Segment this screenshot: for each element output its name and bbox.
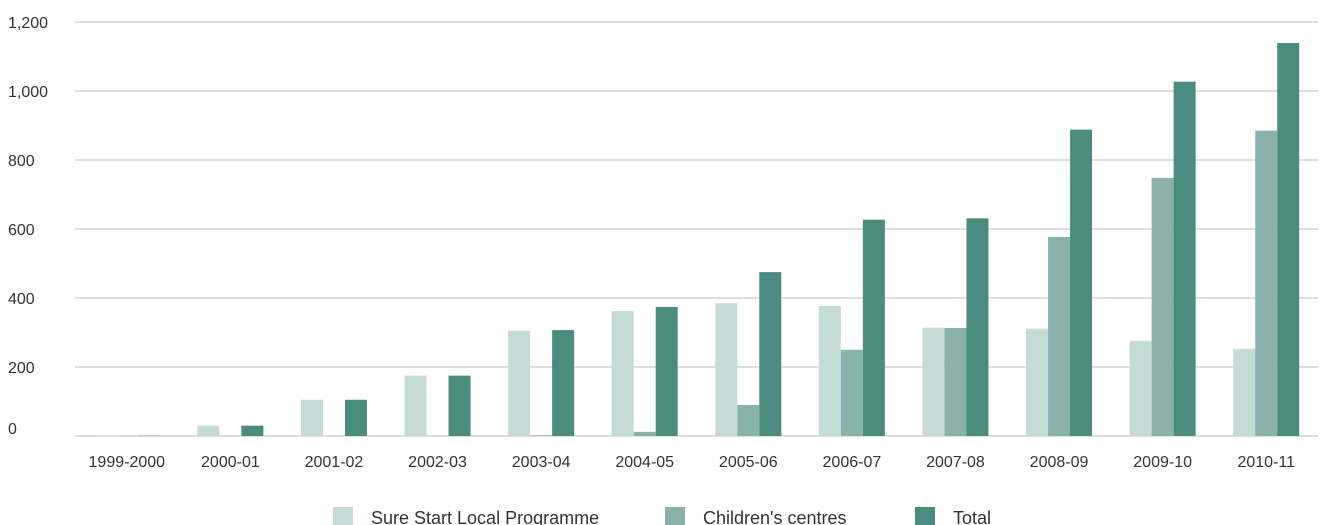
- x-tick-label: 2002-03: [408, 454, 467, 471]
- bar-total-2002-03: [448, 375, 471, 436]
- bar-children-s-centres-2003-04: [530, 435, 553, 436]
- x-axis-tick-labels: 1999-2000 2000-01 2001-02 2002-03 2003-04 200…: [89, 454, 1296, 471]
- y-tick-label: 0: [8, 421, 17, 438]
- bar-total-2000-01: [241, 425, 264, 436]
- bar-children-s-centres-2008-09: [1048, 236, 1071, 436]
- bar-total-2003-04: [552, 330, 575, 436]
- x-tick-label: 2003-04: [512, 454, 571, 471]
- bar-sure-start-local-programme-2008-09: [1026, 328, 1049, 436]
- bar-children-s-centres-2004-05: [633, 431, 656, 436]
- gridlines: [75, 21, 1318, 437]
- y-tick-label: 200: [8, 360, 35, 377]
- bar-children-s-centres-2005-06: [737, 404, 760, 436]
- x-tick-label: 2007-08: [926, 454, 985, 471]
- bar-total-2005-06: [759, 272, 782, 436]
- x-tick-label: 2009-10: [1133, 454, 1192, 471]
- bar-sure-start-local-programme-2005-06: [715, 303, 738, 436]
- bar-sure-start-local-programme-2009-10: [1129, 340, 1152, 436]
- bar-total-2006-07: [862, 219, 885, 436]
- legend-swatch: [333, 507, 353, 525]
- bar-sure-start-local-programme-2003-04: [508, 330, 531, 436]
- legend-label: Total: [953, 508, 991, 525]
- legend: Sure Start Local Programme Children's cen…: [333, 507, 991, 525]
- y-tick-label: 800: [8, 153, 35, 170]
- legend-swatch: [915, 507, 935, 525]
- bar-children-s-centres-2010-11: [1255, 130, 1278, 437]
- bar-total-2008-09: [1070, 129, 1093, 436]
- x-tick-label: 1999-2000: [89, 454, 166, 471]
- y-axis-tick-labels: 0 200 400 600 800 1,000 1,200: [8, 15, 48, 438]
- legend-swatch: [665, 507, 685, 525]
- bar-total-2010-11: [1277, 43, 1300, 437]
- x-tick-label: 2000-01: [201, 454, 260, 471]
- x-tick-label: 2001-02: [305, 454, 364, 471]
- bar-total-2001-02: [344, 399, 367, 436]
- bar-sure-start-local-programme-2000-01: [197, 425, 220, 436]
- bar-children-s-centres-2009-10: [1151, 177, 1174, 436]
- x-tick-label: 2006-07: [823, 454, 882, 471]
- bar-sure-start-local-programme-2006-07: [818, 305, 841, 436]
- bar-sure-start-local-programme-2007-08: [922, 327, 945, 436]
- bar-sure-start-local-programme-2002-03: [404, 375, 427, 436]
- y-tick-label: 400: [8, 291, 35, 308]
- x-tick-label: 2004-05: [615, 454, 674, 471]
- x-tick-label: 2010-11: [1237, 454, 1295, 471]
- bars: [93, 43, 1300, 437]
- bar-total-2007-08: [966, 218, 989, 436]
- bar-sure-start-local-programme-2004-05: [611, 311, 634, 436]
- bar-total-2009-10: [1173, 81, 1196, 436]
- y-tick-label: 600: [8, 222, 35, 239]
- y-tick-label: 1,000: [8, 84, 48, 101]
- legend-label: Children's centres: [703, 508, 847, 525]
- bar-sure-start-local-programme-2001-02: [300, 399, 323, 436]
- bar-children-s-centres-2007-08: [944, 328, 967, 436]
- y-tick-label: 1,200: [8, 15, 48, 32]
- bar-children-s-centres-2006-07: [840, 349, 863, 436]
- bar-sure-start-local-programme-2010-11: [1233, 348, 1256, 436]
- legend-label: Sure Start Local Programme: [371, 508, 599, 525]
- x-tick-label: 2005-06: [719, 454, 778, 471]
- bar-total-2004-05: [655, 306, 678, 436]
- x-tick-label: 2008-09: [1030, 454, 1089, 471]
